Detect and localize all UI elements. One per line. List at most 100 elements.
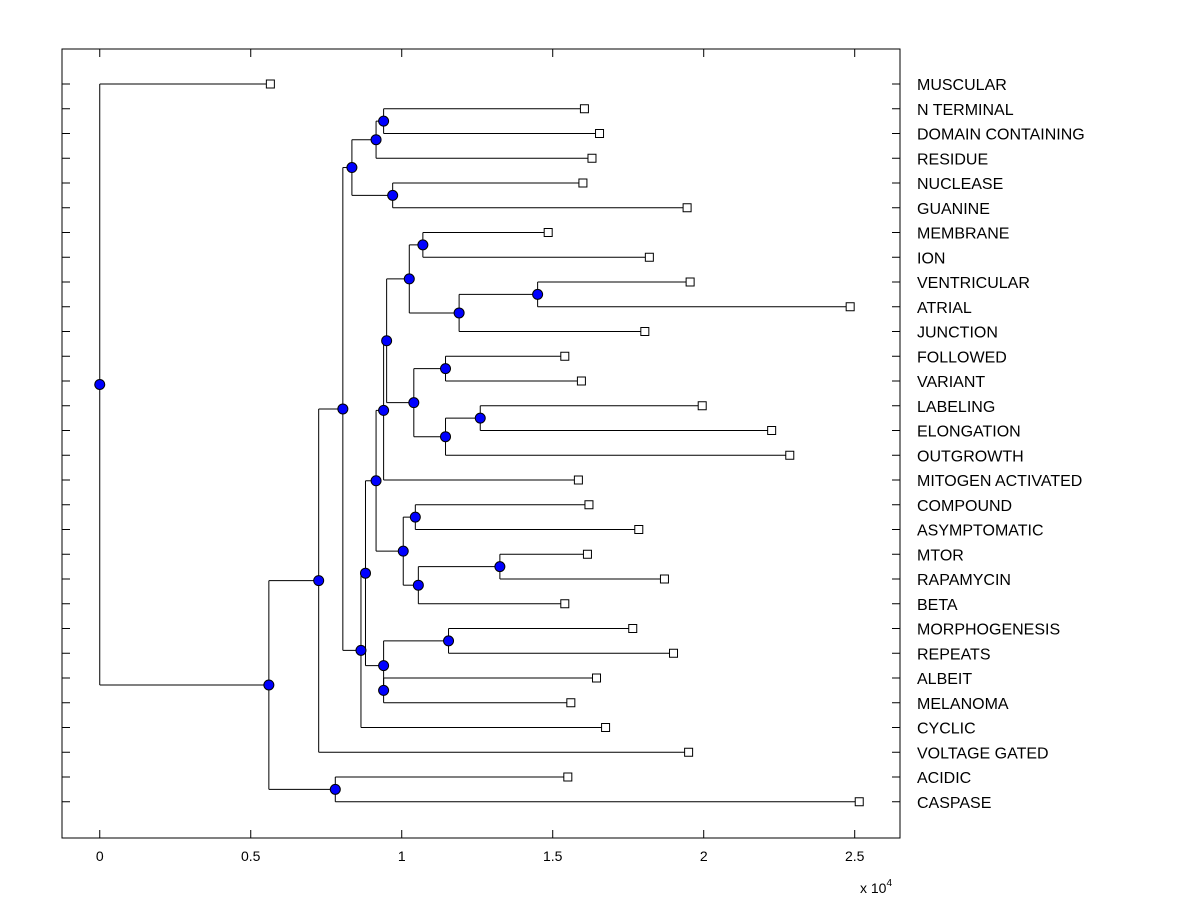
leaf-label: RESIDUE <box>917 151 988 168</box>
x-tick-label: 1.5 <box>543 848 563 864</box>
leaf-marker <box>560 351 570 361</box>
leaf-label: CYCLIC <box>917 721 976 738</box>
node-marker <box>409 511 421 523</box>
leaf-label: COMPOUND <box>917 498 1012 515</box>
leaf-label: MUSCULAR <box>917 77 1007 94</box>
leaf-label: MITOGEN ACTIVATED <box>917 473 1082 490</box>
node-marker <box>378 660 390 672</box>
leaf-marker <box>566 698 576 708</box>
node-marker <box>443 635 455 647</box>
x-tick-label: 0 <box>96 848 104 864</box>
leaf-marker <box>640 327 650 336</box>
leaf-marker <box>573 475 583 485</box>
leaf-marker <box>578 178 588 188</box>
node-marker <box>94 378 106 390</box>
node-marker <box>359 567 371 579</box>
node-marker <box>387 189 399 201</box>
leaf-label: REPEATS <box>917 646 991 663</box>
node-marker <box>532 288 544 300</box>
leaf-marker <box>684 747 694 757</box>
leaf-marker <box>845 302 855 312</box>
node-marker <box>370 475 382 487</box>
node-marker <box>408 397 420 409</box>
leaf-label: ELONGATION <box>917 424 1021 441</box>
leaf-label: FOLLOWED <box>917 349 1007 366</box>
node-marker <box>337 403 349 415</box>
leaf-marker <box>644 252 654 262</box>
leaf-marker <box>697 401 707 411</box>
node-marker <box>378 684 390 696</box>
leaf-label: LABELING <box>917 399 995 416</box>
x-tick-label: 1 <box>398 848 406 864</box>
leaf-marker <box>767 426 777 435</box>
node-marker <box>417 239 429 251</box>
node-marker <box>329 783 341 795</box>
leaf-label: OUTGROWTH <box>917 448 1024 465</box>
leaf-marker <box>265 79 275 89</box>
leaf-marker <box>587 153 597 163</box>
leaf-label: MEMBRANE <box>917 226 1009 243</box>
leaf-label: NUCLEASE <box>917 176 1003 193</box>
leaf-label: BETA <box>917 597 958 614</box>
node-marker <box>370 134 382 146</box>
leaf-marker <box>595 129 605 138</box>
node-marker <box>313 575 325 587</box>
leaf-label: ASYMPTOMATIC <box>917 523 1044 540</box>
leaf-marker <box>601 723 611 732</box>
node-marker <box>494 561 506 573</box>
node-marker <box>346 162 358 174</box>
leaf-label: DOMAIN CONTAINING <box>917 127 1085 144</box>
node-markers <box>94 115 544 795</box>
leaf-label: CASPASE <box>917 795 991 812</box>
leaf-label: VARIANT <box>917 374 985 391</box>
leaf-label: ACIDIC <box>917 770 971 787</box>
node-marker <box>412 579 424 591</box>
node-marker <box>263 679 275 691</box>
node-marker <box>440 431 452 443</box>
leaf-marker <box>576 376 586 386</box>
leaf-label: ATRIAL <box>917 300 972 317</box>
leaf-marker <box>628 624 638 633</box>
plot-frame <box>61 48 901 839</box>
leaf-marker <box>785 450 795 460</box>
x-tick-labels: 0 0.5 1 1.5 2 2.5 <box>96 848 865 864</box>
tick-marks <box>62 49 900 838</box>
node-marker <box>355 644 367 656</box>
node-marker <box>381 335 393 347</box>
leaf-labels: MUSCULAR N TERMINAL DOMAIN CONTAINING RESID… <box>917 77 1085 812</box>
x-multiplier-exponent: 4 <box>886 878 892 889</box>
leaf-marker <box>685 277 695 287</box>
leaf-marker <box>582 549 592 559</box>
leaf-label: RAPAMYCIN <box>917 572 1011 589</box>
x-multiplier: x 104 <box>860 878 892 896</box>
leaf-marker <box>669 648 679 658</box>
x-tick-label: 2.5 <box>845 848 865 864</box>
leaf-marker <box>659 574 669 584</box>
leaf-marker <box>543 228 553 237</box>
leaf-label: N TERMINAL <box>917 102 1014 119</box>
x-multiplier-base: x 10 <box>860 880 887 896</box>
node-marker <box>378 115 390 127</box>
leaf-label: MELANOMA <box>917 696 1009 713</box>
leaf-marker <box>584 500 594 510</box>
leaf-markers <box>265 79 864 807</box>
node-marker <box>453 307 465 319</box>
leaf-label: VENTRICULAR <box>917 275 1030 292</box>
node-marker <box>440 363 452 375</box>
leaf-label: ALBEIT <box>917 671 972 688</box>
leaf-marker <box>563 772 573 782</box>
node-marker <box>403 273 415 285</box>
leaf-marker <box>854 797 864 807</box>
leaf-marker <box>579 104 589 114</box>
dendrogram-links <box>99 83 860 803</box>
node-marker <box>474 412 486 424</box>
leaf-label: GUANINE <box>917 201 990 218</box>
x-tick-label: 2 <box>700 848 708 864</box>
leaf-marker <box>560 599 570 609</box>
node-marker <box>378 404 390 416</box>
node-marker <box>397 545 409 557</box>
leaf-marker <box>682 203 692 213</box>
leaf-label: JUNCTION <box>917 325 998 342</box>
leaf-label: MTOR <box>917 547 964 564</box>
